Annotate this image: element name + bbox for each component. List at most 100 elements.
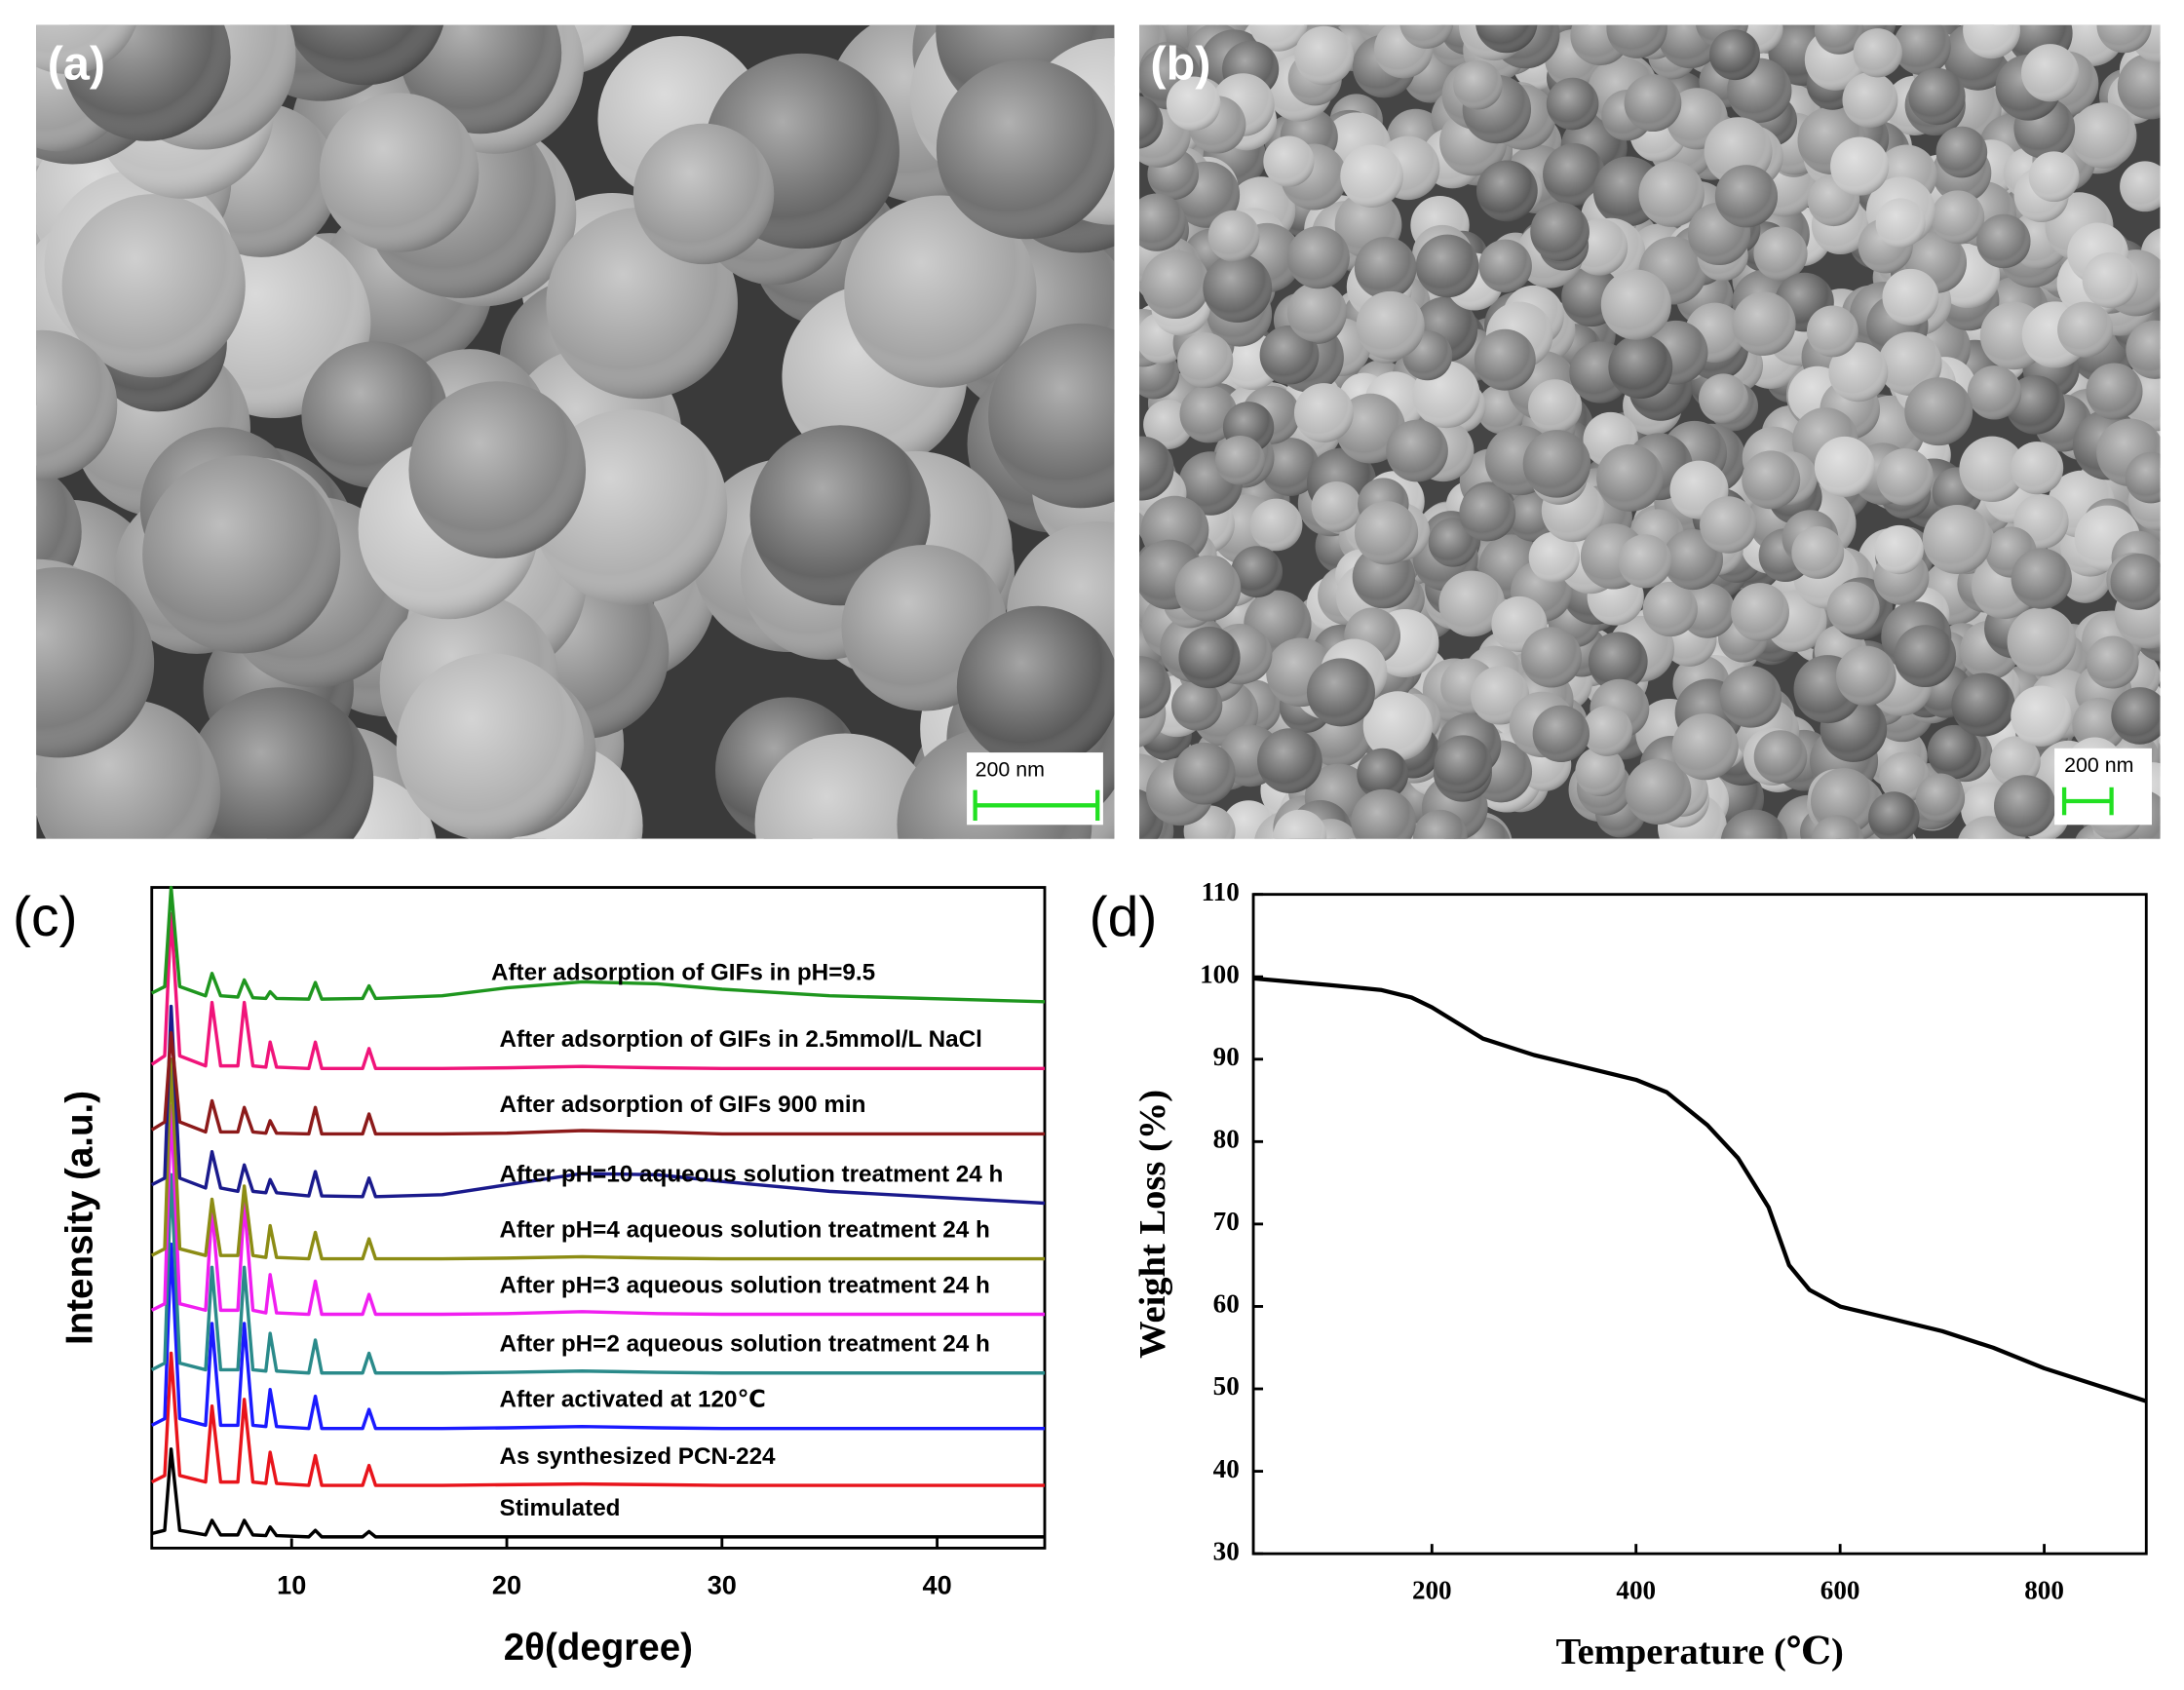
data-line [150,1172,1045,1375]
particle-shade [1438,570,1506,637]
particle-shade [1273,809,1327,839]
particle-shade [1139,96,1164,149]
series-label: After adsorption of GIFs in 2.5mmol/L Na… [500,1026,982,1053]
y-tick-label: 110 [1202,877,1240,906]
particle-shade [1742,450,1801,510]
particle-shade [1606,24,1667,58]
particle-shade [936,58,1115,240]
particle-shade [1354,237,1417,299]
particle-shade [1753,730,1808,784]
particle-shade [1699,373,1748,424]
particle-shade [1357,748,1409,800]
data-line [1252,976,2147,1403]
particle-shade [1139,788,1164,839]
particle-shade [632,123,775,265]
particle-shade [1582,706,1632,756]
particle-shade [1434,735,1493,793]
particle-shade [1139,436,1174,501]
particle-shade [2117,53,2161,120]
particle-shade [319,93,479,252]
panel-label: (b) [1150,37,1210,90]
particle-shade [1459,484,1516,542]
particle-shade [2082,252,2138,309]
particle-shade [408,381,587,558]
particle-shade [988,323,1115,509]
particle-shade [1719,666,1782,728]
particle-shade [1814,436,1875,497]
particle-shade [1894,625,1957,687]
particle-shade [2011,685,2072,747]
particle-shade [1878,331,1942,397]
particle-shade [396,653,585,839]
particle-shade [1340,144,1403,208]
particle-shade [1453,59,1503,110]
particle-shade [2021,44,2080,102]
particle-shade [1915,773,1966,823]
particle-shade [1596,443,1664,512]
data-line [150,885,1046,1004]
particle-shade [1625,758,1692,826]
particle-shade [1959,436,2025,503]
particle-shade [1530,202,1590,262]
scale-bar: 200 nm [2054,748,2152,826]
particle-shade [2011,548,2072,609]
particle-shade [36,329,118,480]
particle-shade [1826,581,1880,634]
particle-shade [1976,213,2031,269]
y-tick-label: 80 [1213,1125,1240,1154]
particle-shade [1257,728,1322,793]
particle-shade [1879,751,1930,803]
chart: 10 20 30 40 2θ(degree) Intensity (a.u.) (c) Sti… [13,885,1047,1669]
particle-shade [1874,524,1924,575]
particle-shade [1474,328,1536,391]
particle-shade [1882,268,1939,326]
particle-shade [1528,379,1583,434]
particle-shade [1714,165,1779,228]
particle-shade [1286,282,1348,343]
data-line [150,1242,1045,1431]
particle-shade [1139,193,1186,251]
particle-shade [1139,656,1171,719]
particle-shade [1830,136,1890,196]
particle-shade [1311,481,1362,532]
series-label: After pH=3 aqueous solution treatment 24… [500,1272,990,1298]
scale-bar: 200 nm [967,752,1103,826]
y-tick-label: 100 [1200,959,1240,988]
particle-shade [1806,305,1858,358]
x-tick-label: 20 [492,1570,521,1600]
x-tick-label: 800 [2024,1575,2064,1604]
particle-shade [1412,809,1468,839]
particle-shade [1203,253,1273,323]
data-line [150,1004,1046,1206]
particle-shade [1642,581,1698,637]
particle-shade [1215,435,1265,485]
particle-shade [286,24,444,86]
y-axis-label: Intensity (a.u.) [59,1091,101,1345]
particle-shade [1177,332,1234,389]
particle-shade [754,733,936,839]
particle-shade [1179,385,1238,443]
particle-shade [61,194,246,378]
y-tick-label: 30 [1213,1536,1240,1565]
particle-shade [1951,672,2015,737]
particle-shade [1306,658,1375,727]
particle-shade [1532,705,1590,762]
particle-shade [1362,691,1433,761]
particle-shade [1990,736,2041,787]
particle-shade [1546,77,1599,131]
x-tick-label: 30 [708,1570,737,1600]
chart: 200 400 600 800 30 40 50 60 70 80 90 100 110 Temperat… [1090,877,2148,1672]
particle-shade [1178,626,1241,689]
particle-shade [1753,226,1808,281]
particle-shade [1600,269,1671,340]
panel-label: (a) [48,37,105,90]
scale-bar-label: 200 nm [976,757,1045,781]
y-tick-label: 50 [1213,1371,1240,1401]
particle-shade [1231,546,1284,598]
particle-shade [1731,583,1789,641]
particle-shade [844,195,1037,388]
particle-shade [2111,687,2161,745]
particle-shade [2028,151,2080,203]
particle-shade [1931,190,1985,245]
